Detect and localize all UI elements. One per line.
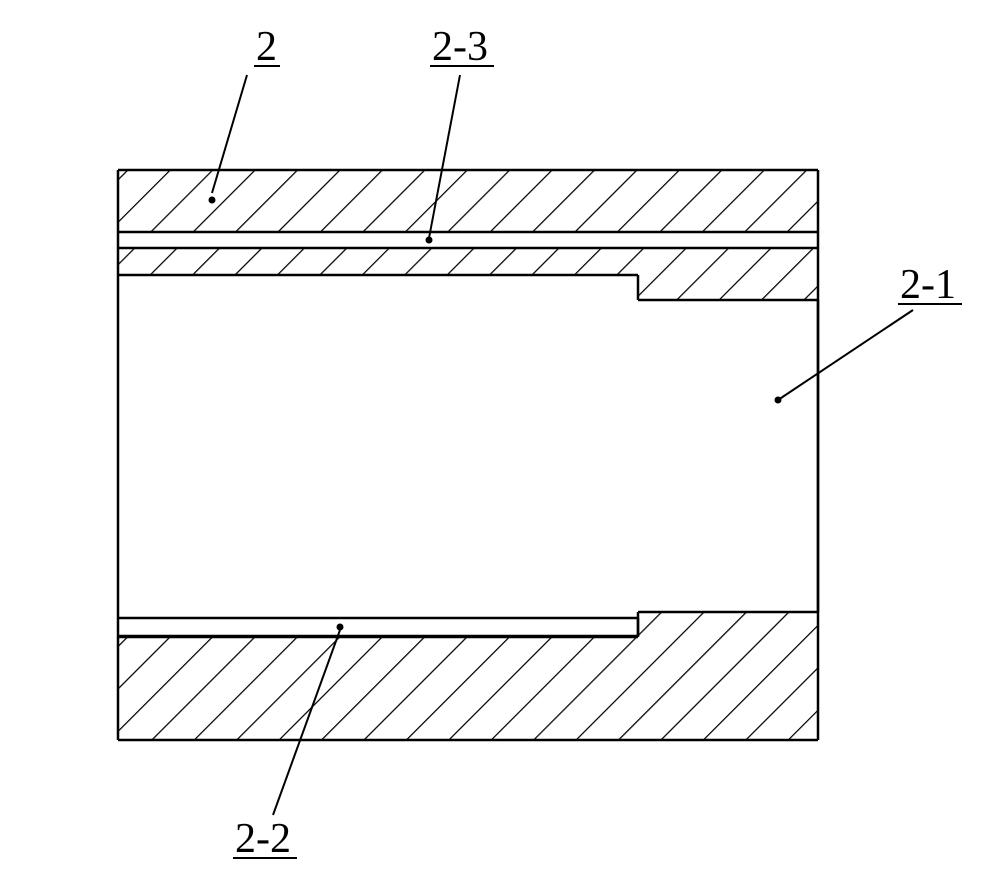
diagram-svg: 2 2-3 2-1 2-2 xyxy=(0,0,1000,879)
label-2-2: 2-2 xyxy=(235,816,291,862)
label-2-1: 2-1 xyxy=(900,262,956,308)
diagram-container: 2 2-3 2-1 2-2 xyxy=(0,0,1000,879)
label-2: 2 xyxy=(256,24,277,70)
label-2-3: 2-3 xyxy=(432,24,488,70)
